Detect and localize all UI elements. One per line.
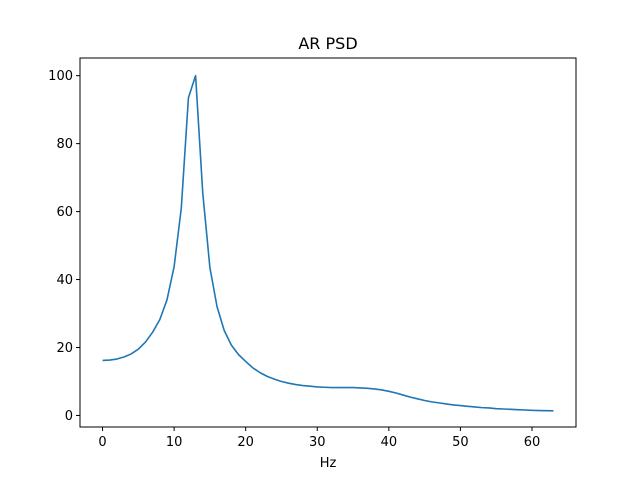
y-tick-label: 0 [65, 409, 73, 424]
chart-title: AR PSD [298, 34, 357, 53]
x-tick-label: 50 [452, 435, 469, 450]
x-tick-label: 60 [524, 435, 541, 450]
x-tick-label: 0 [98, 435, 106, 450]
plot-area [102, 74, 554, 412]
y-tick-label: 80 [56, 137, 73, 152]
y-tick-label: 20 [56, 341, 73, 356]
x-tick-label: 20 [237, 435, 254, 450]
plot-frame [79, 57, 577, 428]
y-tick-label: 60 [56, 205, 73, 220]
series-line-0 [102, 74, 554, 412]
x-tick-label: 40 [381, 435, 398, 450]
x-tick-label: 30 [309, 435, 326, 450]
x-axis: 0 10 20 30 40 50 60 [98, 427, 540, 450]
x-tick-label: 10 [166, 435, 183, 450]
y-tick-label: 40 [56, 273, 73, 288]
y-tick-label: 100 [48, 69, 73, 84]
x-axis-label: Hz [320, 456, 337, 471]
y-axis: 0 20 40 60 80 100 [48, 69, 80, 424]
